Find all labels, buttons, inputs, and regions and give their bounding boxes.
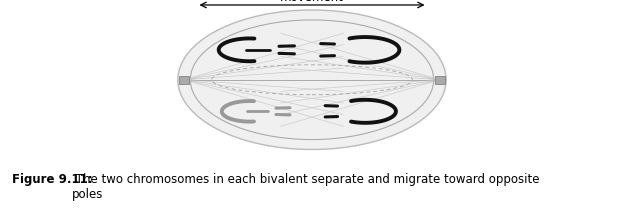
FancyBboxPatch shape	[435, 76, 445, 84]
Text: The two chromosomes in each bivalent separate and migrate toward opposite
poles: The two chromosomes in each bivalent sep…	[72, 173, 539, 201]
Text: Chromosome
movement: Chromosome movement	[273, 0, 351, 4]
Text: Figure 9.11:: Figure 9.11:	[12, 173, 93, 186]
FancyBboxPatch shape	[179, 76, 189, 84]
Ellipse shape	[178, 10, 446, 150]
